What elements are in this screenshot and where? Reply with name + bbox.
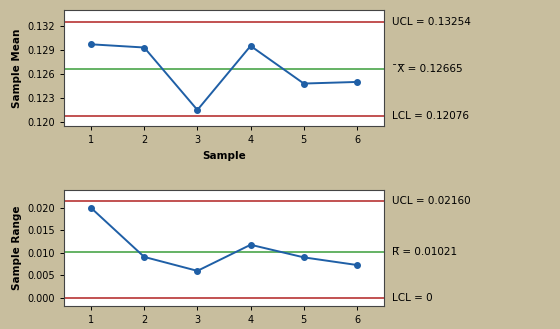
Text: UCL = 0.13254: UCL = 0.13254: [392, 16, 471, 27]
Text: R̅ = 0.01021: R̅ = 0.01021: [392, 247, 457, 257]
Text: LCL = 0.12076: LCL = 0.12076: [392, 111, 469, 121]
Text: UCL = 0.02160: UCL = 0.02160: [392, 196, 470, 206]
Y-axis label: Sample Range: Sample Range: [12, 206, 22, 290]
Y-axis label: Sample Mean: Sample Mean: [12, 28, 22, 108]
X-axis label: Sample: Sample: [202, 151, 246, 161]
Text: ¯X̅ = 0.12665: ¯X̅ = 0.12665: [392, 64, 463, 74]
Text: LCL = 0: LCL = 0: [392, 293, 432, 303]
